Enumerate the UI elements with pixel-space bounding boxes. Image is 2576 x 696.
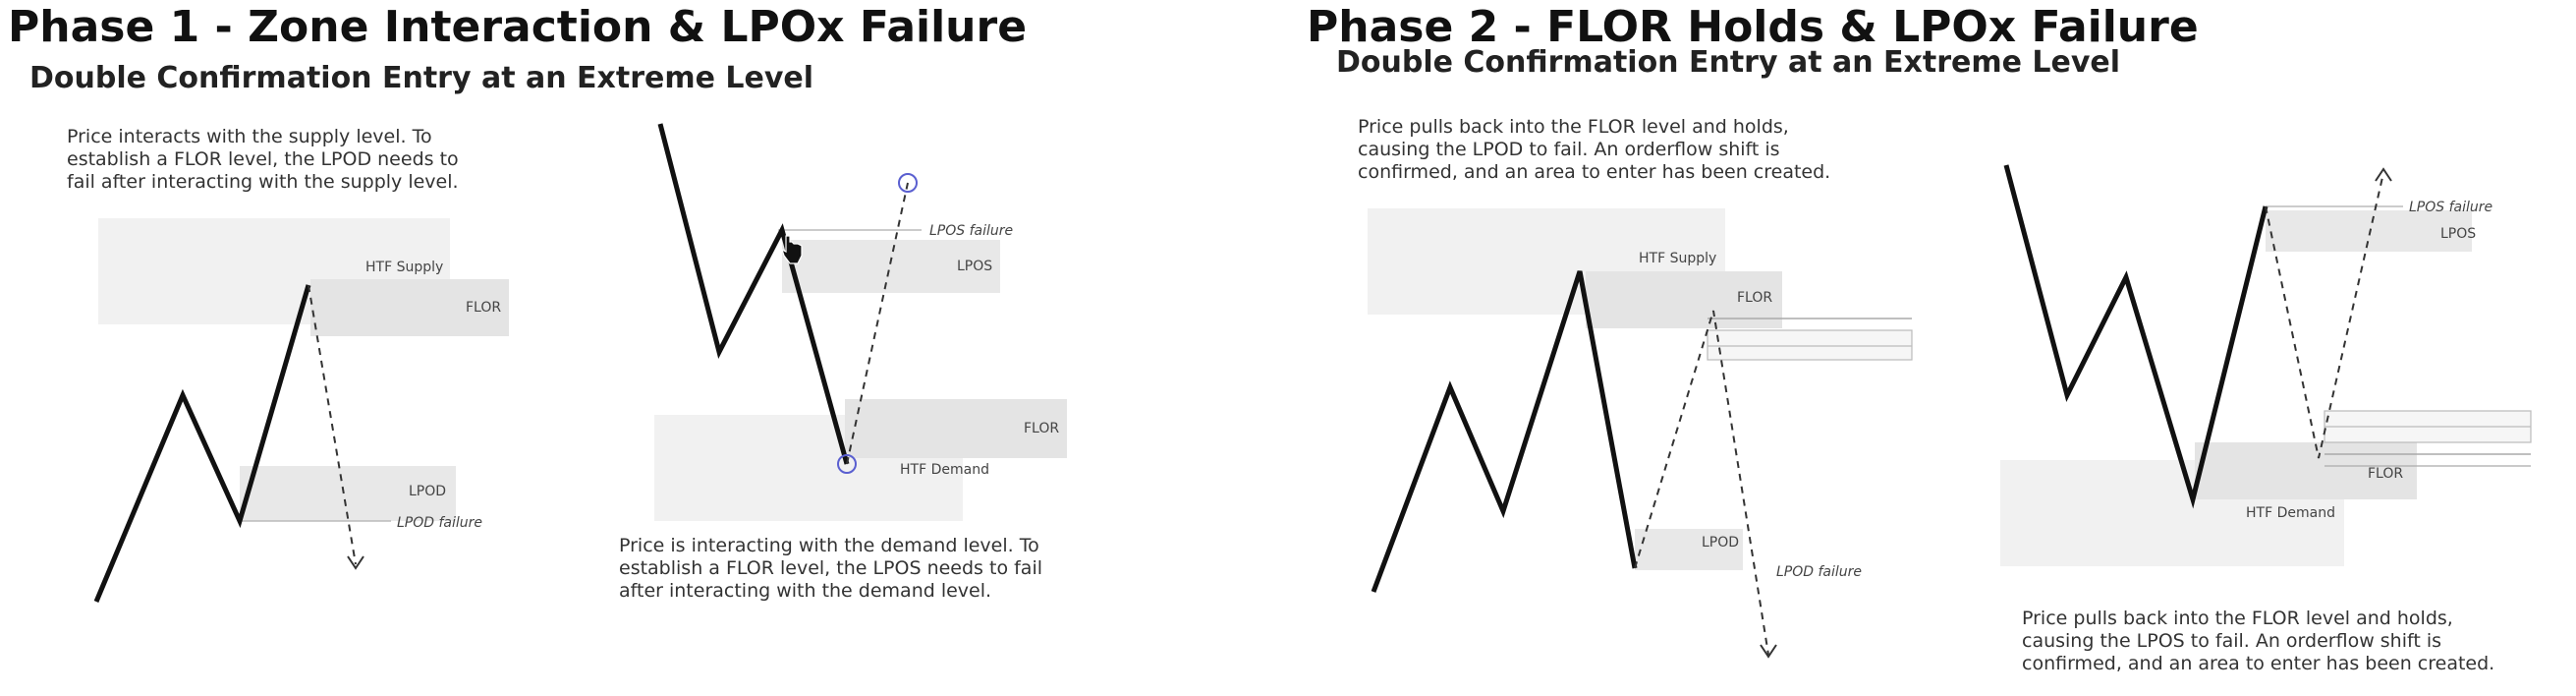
flor-zone: [2195, 442, 2417, 499]
phase1-title: Phase 1 - Zone Interaction & LPOx Failur…: [8, 2, 1028, 52]
label-htf-supply: HTF Supply: [365, 260, 443, 275]
desc-line: causing the LPOD to fail. An orderflow s…: [1358, 139, 1780, 160]
desc-line: Price pulls back into the FLOR level and…: [2022, 608, 2453, 629]
label-lpos-failure: LPOS failure: [929, 223, 1013, 239]
bottom-marker-circle: [837, 454, 857, 474]
desc-line: after interacting with the demand level.: [619, 580, 992, 602]
phase2-left-description: Price pulls back into the FLOR level and…: [1358, 116, 1830, 184]
phase1-right-description: Price is interacting with the demand lev…: [619, 535, 1042, 603]
label-flor: FLOR: [466, 300, 501, 316]
label-lpos-failure: LPOS failure: [2409, 200, 2492, 215]
lpos-zone: [2266, 210, 2472, 252]
desc-line: causing the LPOS to fail. An orderflow s…: [2022, 630, 2442, 652]
projected-path: [846, 182, 909, 465]
desc-line: Price is interacting with the demand lev…: [619, 535, 1039, 556]
phase2-left-diagram: HTF Supply FLOR LPOD LPOD failure: [1368, 208, 1913, 659]
projected-path: [1634, 310, 1769, 656]
lpod-zone: [1635, 529, 1743, 570]
flor-zone: [845, 399, 1067, 458]
label-lpod-failure: LPOD failure: [397, 515, 482, 531]
price-path: [93, 284, 311, 603]
desc-line: establish a FLOR level, the LPOS needs t…: [619, 557, 1042, 579]
desc-line: fail after interacting with the supply l…: [67, 171, 459, 193]
projected-path: [308, 284, 357, 565]
arrow-head-icon: [2375, 167, 2392, 182]
hand-cursor-icon: [780, 235, 803, 264]
label-htf-demand: HTF Demand: [900, 462, 989, 478]
entry-area-zone: [1707, 329, 1913, 361]
desc-line: establish a FLOR level, the LPOD needs t…: [67, 148, 459, 170]
price-path: [2003, 164, 2268, 509]
price-path: [657, 123, 850, 465]
desc-line: Price pulls back into the FLOR level and…: [1358, 116, 1789, 138]
phase1-right-diagram: LPOS failure LPOS FLOR HTF Demand: [654, 123, 1067, 521]
label-htf-supply: HTF Supply: [1639, 251, 1716, 266]
phase2-right-description: Price pulls back into the FLOR level and…: [2022, 608, 2494, 675]
label-lpos: LPOS: [2440, 226, 2476, 242]
phase2-right-diagram: LPOS failure LPOS FLOR HTF Demand: [2000, 164, 2532, 566]
flor-zone: [310, 279, 509, 336]
label-htf-demand: HTF Demand: [2246, 505, 2335, 521]
label-lpos: LPOS: [957, 259, 992, 274]
label-flor: FLOR: [1737, 290, 1772, 306]
price-path: [1371, 270, 1638, 593]
lpos-zone: [782, 240, 1000, 293]
label-lpod: LPOD: [1702, 535, 1739, 551]
arrow-head-icon: [347, 555, 364, 570]
phase1-left-diagram: HTF Supply FLOR LPOD LPOD failure: [93, 218, 509, 603]
phase1-subtitle: Double Confirmation Entry at an Extreme …: [29, 61, 814, 95]
projected-path: [2265, 172, 2384, 459]
desc-line: Price interacts with the supply level. T…: [67, 126, 432, 147]
arrow-head-icon: [1760, 644, 1777, 659]
phase2-subtitle: Double Confirmation Entry at an Extreme …: [1336, 45, 2121, 80]
label-flor: FLOR: [2368, 466, 2403, 482]
desc-line: confirmed, and an area to enter has been…: [2022, 653, 2495, 674]
target-marker-circle: [898, 173, 918, 193]
label-flor: FLOR: [1024, 421, 1059, 436]
phase1-left-description: Price interacts with the supply level. T…: [67, 126, 459, 194]
label-lpod-failure: LPOD failure: [1776, 564, 1862, 580]
label-lpod: LPOD: [409, 484, 446, 499]
phase2-title: Phase 2 - FLOR Holds & LPOx Failure: [1307, 2, 2199, 52]
desc-line: confirmed, and an area to enter has been…: [1358, 161, 1831, 183]
